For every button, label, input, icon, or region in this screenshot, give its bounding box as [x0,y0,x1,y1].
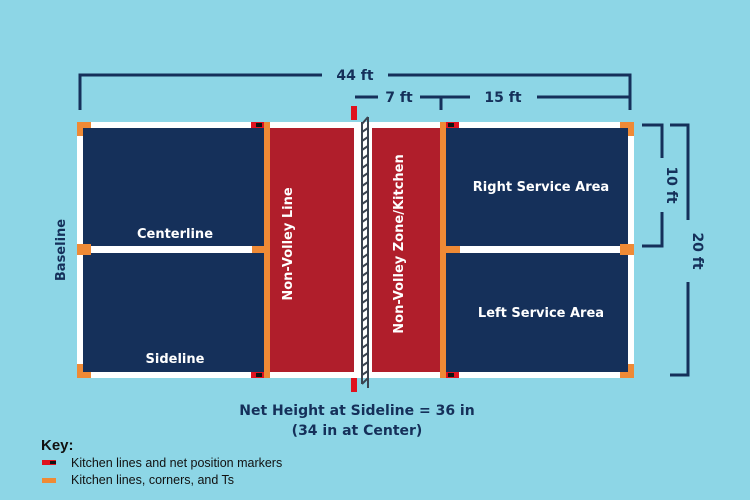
key-title: Key: [41,437,74,454]
red-marker-swatch [42,460,56,465]
right-kitchen [372,128,442,372]
net-mesh-strand [361,325,369,331]
red-marker-swatch-center [50,461,56,464]
net-mesh-strand [361,298,369,304]
right-non-volley-line [440,122,446,378]
left-lower-service-area [83,253,266,372]
key-item-red: Kitchen lines and net position markers [71,456,282,470]
net-mesh-strand [361,190,369,196]
net-height-sideline: Net Height at Sideline = 36 in [239,403,474,419]
net-mesh-strand [361,244,369,250]
net-mesh-strand [361,343,369,349]
corner-markers [77,122,634,378]
left-service-area-label: Left Service Area [478,306,604,321]
net-mesh-strand [361,235,369,241]
non-volley-line-label: Non-Volley Line [281,187,296,301]
net-mesh-strand [361,145,369,151]
net-mesh-strand [361,307,369,313]
net-mesh-strand [361,199,369,205]
right-service-area-label: Right Service Area [473,180,609,195]
net-mesh-strand [361,280,369,286]
net-mesh-strand [361,316,369,322]
net-mesh-strand [361,253,369,259]
sideline-label: Sideline [146,352,205,367]
net-mesh-strand [361,208,369,214]
key-item-orange: Kitchen lines, corners, and Ts [71,473,234,487]
right-service-area [446,128,628,246]
centerline-label: Centerline [137,227,213,242]
net-mesh-strand [361,154,369,160]
net-mesh-strand [361,136,369,142]
net-mesh-strand [361,217,369,223]
net-mesh-strand [361,361,369,367]
net-mesh-strand [361,127,369,133]
net-mesh-strand [361,271,369,277]
dimension-lines [78,73,690,377]
net-mesh-strand [361,352,369,358]
orange-marker-swatch [42,478,56,483]
net [358,116,369,388]
left-service-area [446,253,628,372]
left-upper-service-area [83,128,266,246]
net-position-markers [251,106,459,392]
court-width-dimension: 20 ft [689,232,705,269]
service-depth-dimension: 15 ft [484,90,521,106]
left-kitchen [270,128,354,372]
length-dimension: 44 ft [336,68,373,84]
net-mesh-strand [361,172,369,178]
net-height-center: (34 in at Center) [292,423,423,439]
net-mesh-strand [361,370,369,376]
net-mesh-strand [361,334,369,340]
net-mesh-strand [361,226,369,232]
kitchen-label: Non-Volley Zone/Kitchen [392,154,407,333]
baseline-label: Baseline [54,219,69,281]
service-width-dimension: 10 ft [663,166,679,203]
left-non-volley-line [264,122,270,378]
net-mesh-strand [361,289,369,295]
net-mesh-strand [361,163,369,169]
net-mesh-strand [361,262,369,268]
net-mesh-strand [361,181,369,187]
kitchen-depth-dimension: 7 ft [385,90,413,106]
